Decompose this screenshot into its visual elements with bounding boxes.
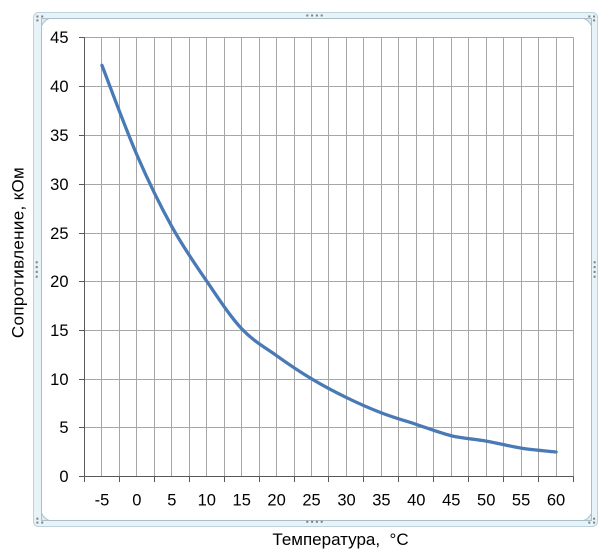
svg-text:15: 15 <box>233 492 251 510</box>
svg-text:-5: -5 <box>95 492 110 510</box>
svg-text:35: 35 <box>372 492 390 510</box>
svg-text:0: 0 <box>132 492 141 510</box>
svg-text:40: 40 <box>407 492 425 510</box>
svg-text:Температура, °C: Температура, °C <box>272 530 408 549</box>
svg-text:5: 5 <box>167 492 176 510</box>
svg-text:25: 25 <box>50 225 68 243</box>
svg-text:40: 40 <box>50 78 68 96</box>
svg-text:35: 35 <box>50 127 68 145</box>
svg-text:10: 10 <box>198 492 216 510</box>
svg-text:25: 25 <box>302 492 320 510</box>
svg-text:15: 15 <box>50 322 68 340</box>
svg-text:10: 10 <box>50 371 68 389</box>
svg-text:60: 60 <box>547 492 565 510</box>
svg-text:30: 30 <box>337 492 355 510</box>
svg-text:50: 50 <box>477 492 495 510</box>
svg-text:5: 5 <box>59 419 68 437</box>
svg-text:55: 55 <box>512 492 530 510</box>
svg-text:20: 20 <box>267 492 285 510</box>
svg-text:Сопротивление, кОм: Сопротивление, кОм <box>9 167 28 338</box>
svg-text:30: 30 <box>50 176 68 194</box>
svg-text:20: 20 <box>50 273 68 291</box>
svg-text:45: 45 <box>442 492 460 510</box>
svg-text:45: 45 <box>50 29 68 47</box>
svg-text:0: 0 <box>59 468 68 486</box>
